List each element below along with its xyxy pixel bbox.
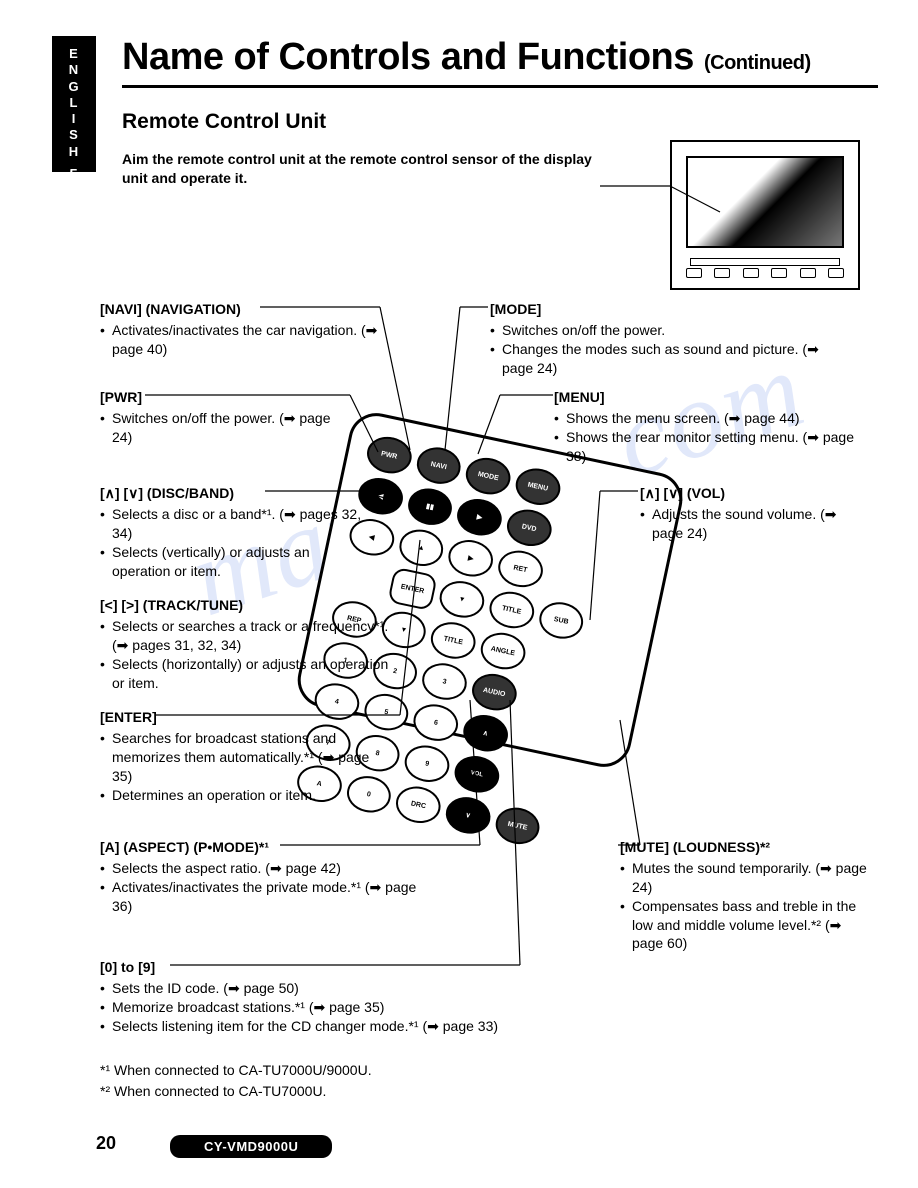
callout-list: Selects a disc or a band*¹. (➡ pages 32,… bbox=[100, 505, 370, 581]
callout-item: Adjusts the sound volume. (➡ page 24) bbox=[640, 505, 860, 543]
display-unit-illustration bbox=[670, 140, 860, 290]
callout-item: Compensates bass and treble in the low a… bbox=[620, 897, 870, 954]
callout-head: [A] (ASPECT) (P•MODE)*¹ bbox=[100, 838, 420, 857]
model-badge: CY-VMD9000U bbox=[170, 1135, 332, 1158]
language-tab: ENGLISH 5 bbox=[52, 36, 96, 172]
callout-item: Activates/inactivates the private mode.*… bbox=[100, 878, 420, 916]
callout-head: [0] to [9] bbox=[100, 958, 570, 977]
callout-list: Switches on/off the power. Changes the m… bbox=[490, 321, 850, 378]
callout-mode: [MODE] Switches on/off the power. Change… bbox=[490, 300, 850, 378]
intro-text: Aim the remote control unit at the remot… bbox=[122, 150, 602, 188]
callout-head: [∧] [∨] (VOL) bbox=[640, 484, 860, 503]
callout-tracktune: [<] [>] (TRACK/TUNE) Selects or searches… bbox=[100, 596, 400, 692]
callout-list: Adjusts the sound volume. (➡ page 24) bbox=[640, 505, 860, 543]
callout-item: Sets the ID code. (➡ page 50) bbox=[100, 979, 570, 998]
callout-list: Switches on/off the power. (➡ page 24) bbox=[100, 409, 340, 447]
callout-vol: [∧] [∨] (VOL) Adjusts the sound volume. … bbox=[640, 484, 860, 543]
callout-item: Memorize broadcast stations.*¹ (➡ page 3… bbox=[100, 998, 570, 1017]
title-continued: (Continued) bbox=[704, 52, 811, 74]
callout-item: Selects (vertically) or adjusts an opera… bbox=[100, 543, 370, 581]
callout-item: Activates/inactivates the car navigation… bbox=[100, 321, 380, 359]
callout-list: Searches for broadcast stations and memo… bbox=[100, 729, 390, 805]
callout-enter: [ENTER] Searches for broadcast stations … bbox=[100, 708, 390, 804]
callout-head: [∧] [∨] (DISC/BAND) bbox=[100, 484, 370, 503]
callout-item: Shows the rear monitor setting menu. (➡ … bbox=[554, 428, 864, 466]
remote-button-grid: PWRNAVIMODEMENU ◀▮▮▶DVD ◀▲▶RET ENTER▼TIT… bbox=[317, 433, 662, 747]
callout-list: Shows the menu screen. (➡ page 44) Shows… bbox=[554, 409, 864, 466]
callout-list: Sets the ID code. (➡ page 50) Memorize b… bbox=[100, 979, 570, 1036]
display-screen bbox=[686, 156, 844, 248]
display-buttons bbox=[686, 268, 844, 282]
callout-item: Shows the menu screen. (➡ page 44) bbox=[554, 409, 864, 428]
callout-menu: [MENU] Shows the menu screen. (➡ page 44… bbox=[554, 388, 864, 466]
callout-pwr: [PWR] Switches on/off the power. (➡ page… bbox=[100, 388, 340, 447]
footnote-2: *² When connected to CA-TU7000U. bbox=[100, 1081, 372, 1102]
callout-item: Selects or searches a track or a frequen… bbox=[100, 617, 400, 655]
callout-list: Activates/inactivates the car navigation… bbox=[100, 321, 380, 359]
callout-discband: [∧] [∨] (DISC/BAND) Selects a disc or a … bbox=[100, 484, 370, 580]
callout-list: Mutes the sound temporarily. (➡ page 24)… bbox=[620, 859, 870, 953]
callout-mute: [MUTE] (LOUDNESS)*² Mutes the sound temp… bbox=[620, 838, 870, 953]
title-main: Name of Controls and Functions bbox=[122, 36, 694, 78]
disc-slot bbox=[690, 258, 840, 266]
title-rule bbox=[122, 85, 878, 88]
callout-item: Selects the aspect ratio. (➡ page 42) bbox=[100, 859, 420, 878]
callout-item: Searches for broadcast stations and memo… bbox=[100, 729, 390, 786]
callout-numbers: [0] to [9] Sets the ID code. (➡ page 50)… bbox=[100, 958, 570, 1036]
callout-item: Changes the modes such as sound and pict… bbox=[490, 340, 850, 378]
callout-head: [NAVI] (NAVIGATION) bbox=[100, 300, 380, 319]
page-title: Name of Controls and Functions (Continue… bbox=[122, 36, 878, 79]
language-label: ENGLISH bbox=[52, 46, 96, 160]
footnote-1: *¹ When connected to CA-TU7000U/9000U. bbox=[100, 1060, 372, 1081]
callout-item: Mutes the sound temporarily. (➡ page 24) bbox=[620, 859, 870, 897]
callout-head: [MODE] bbox=[490, 300, 850, 319]
callout-head: [ENTER] bbox=[100, 708, 390, 727]
callout-aspect: [A] (ASPECT) (P•MODE)*¹ Selects the aspe… bbox=[100, 838, 420, 916]
manual-page: ENGLISH 5 Name of Controls and Functions… bbox=[0, 0, 918, 1188]
callout-head: [MUTE] (LOUDNESS)*² bbox=[620, 838, 870, 857]
callout-list: Selects or searches a track or a frequen… bbox=[100, 617, 400, 693]
footnotes: *¹ When connected to CA-TU7000U/9000U. *… bbox=[100, 1060, 372, 1102]
callout-navi: [NAVI] (NAVIGATION) Activates/inactivate… bbox=[100, 300, 380, 359]
callout-list: Selects the aspect ratio. (➡ page 42) Ac… bbox=[100, 859, 420, 916]
callout-head: [MENU] bbox=[554, 388, 864, 407]
callout-item: Selects (horizontally) or adjusts an ope… bbox=[100, 655, 400, 693]
callout-head: [PWR] bbox=[100, 388, 340, 407]
callout-item: Determines an operation or item. bbox=[100, 786, 390, 805]
callout-item: Selects a disc or a band*¹. (➡ pages 32,… bbox=[100, 505, 370, 543]
callout-item: Switches on/off the power. (➡ page 24) bbox=[100, 409, 340, 447]
page-number: 20 bbox=[96, 1133, 116, 1154]
callout-item: Selects listening item for the CD change… bbox=[100, 1017, 570, 1036]
section-number: 5 bbox=[52, 166, 96, 185]
callout-item: Switches on/off the power. bbox=[490, 321, 850, 340]
callout-head: [<] [>] (TRACK/TUNE) bbox=[100, 596, 400, 615]
section-heading: Remote Control Unit bbox=[122, 110, 878, 134]
